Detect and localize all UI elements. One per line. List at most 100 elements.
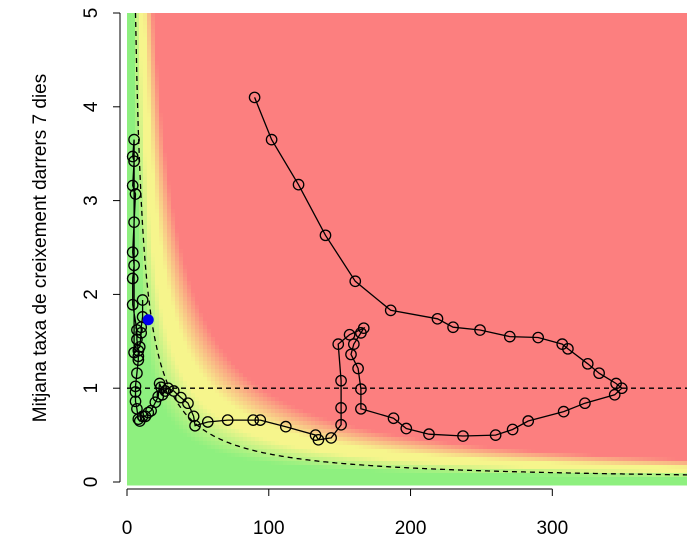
data-point xyxy=(532,331,544,344)
heatmap-band xyxy=(139,57,144,62)
heatmap-band xyxy=(475,465,480,470)
heatmap-band xyxy=(199,349,204,354)
heatmap-band xyxy=(139,97,144,102)
heatmap-band xyxy=(195,429,200,434)
heatmap-band xyxy=(551,473,556,478)
heatmap-band xyxy=(303,409,687,414)
heatmap-band xyxy=(171,397,176,402)
heatmap-band xyxy=(659,465,664,470)
heatmap-band xyxy=(143,129,152,134)
heatmap-band xyxy=(195,393,220,398)
heatmap-band xyxy=(163,369,168,374)
heatmap-band xyxy=(563,457,568,462)
heatmap-band xyxy=(139,229,144,234)
heatmap-band xyxy=(335,453,340,458)
heatmap-band xyxy=(183,321,188,326)
heatmap-band xyxy=(183,285,188,290)
heatmap-band xyxy=(175,285,180,290)
heatmap-band xyxy=(135,33,140,38)
data-point xyxy=(132,350,145,363)
heatmap-band xyxy=(175,377,180,382)
heatmap-band xyxy=(491,449,496,454)
heatmap-band xyxy=(251,449,256,454)
heatmap-band xyxy=(191,345,196,350)
heatmap-band xyxy=(467,469,472,474)
heatmap-band xyxy=(283,461,288,466)
heatmap-band xyxy=(347,429,352,434)
heatmap-band xyxy=(319,449,388,454)
heatmap-band xyxy=(163,325,168,330)
heatmap-band xyxy=(151,33,156,38)
heatmap-band xyxy=(155,41,687,46)
heatmap-band xyxy=(155,145,160,150)
heatmap-band xyxy=(199,401,204,406)
heatmap-band xyxy=(419,461,424,466)
heatmap-band xyxy=(143,269,148,274)
heatmap-band xyxy=(663,465,668,470)
heatmap-band xyxy=(203,401,228,406)
heatmap-band xyxy=(363,445,368,450)
heatmap-band xyxy=(263,405,268,410)
heatmap-band xyxy=(175,373,180,378)
heatmap-band xyxy=(271,409,276,414)
heatmap-band xyxy=(671,473,676,478)
heatmap-band xyxy=(207,429,212,434)
heatmap-band xyxy=(475,453,480,458)
heatmap-band xyxy=(631,469,636,474)
heatmap-band xyxy=(303,425,308,430)
heatmap-band xyxy=(275,397,280,402)
heatmap-band xyxy=(319,457,324,462)
heatmap-band xyxy=(127,137,136,142)
heatmap-band xyxy=(215,425,220,430)
heatmap-band xyxy=(147,221,152,226)
heatmap-band xyxy=(351,465,356,470)
heatmap-band xyxy=(127,165,136,170)
heatmap-band xyxy=(479,469,484,474)
heatmap-band xyxy=(443,469,448,474)
heatmap-band xyxy=(175,413,180,418)
heatmap-band xyxy=(159,89,687,94)
data-point xyxy=(152,390,165,403)
heatmap-band xyxy=(155,373,160,378)
heatmap-band xyxy=(147,165,152,170)
heatmap-band xyxy=(151,153,156,158)
heatmap-band xyxy=(599,457,604,462)
heatmap-band xyxy=(323,453,328,458)
heatmap-band xyxy=(151,253,156,258)
data-point xyxy=(325,432,338,444)
heatmap-band xyxy=(195,321,200,326)
heatmap-band xyxy=(175,269,180,274)
heatmap-band xyxy=(227,453,232,458)
heatmap-band xyxy=(175,277,180,282)
heatmap-band xyxy=(615,469,620,474)
heatmap-band xyxy=(171,181,687,186)
heatmap-band xyxy=(667,469,672,474)
heatmap-band xyxy=(147,349,152,354)
heatmap-band xyxy=(143,85,148,90)
heatmap-band xyxy=(151,249,164,254)
heatmap-band xyxy=(295,421,300,426)
heatmap-band xyxy=(139,269,144,274)
heatmap-band xyxy=(167,265,172,270)
heatmap-band xyxy=(147,57,152,62)
heatmap-band xyxy=(535,449,687,454)
heatmap-band xyxy=(331,429,336,434)
y-tick-label: 5 xyxy=(81,8,102,19)
heatmap-band xyxy=(159,225,164,230)
heatmap-band xyxy=(263,421,268,426)
heatmap-band xyxy=(139,173,144,178)
heatmap-band xyxy=(363,437,368,442)
heatmap-band xyxy=(203,317,687,322)
heatmap-band xyxy=(451,453,456,458)
heatmap-band xyxy=(367,429,372,434)
heatmap-band xyxy=(163,193,168,198)
heatmap-band xyxy=(167,349,172,354)
heatmap-band xyxy=(499,465,504,470)
heatmap-band xyxy=(347,453,424,458)
heatmap-band xyxy=(171,293,176,298)
heatmap-band xyxy=(235,433,240,438)
heatmap-band xyxy=(527,469,532,474)
heatmap-band xyxy=(127,157,136,162)
heatmap-band xyxy=(171,257,176,262)
heatmap-band xyxy=(187,349,192,354)
